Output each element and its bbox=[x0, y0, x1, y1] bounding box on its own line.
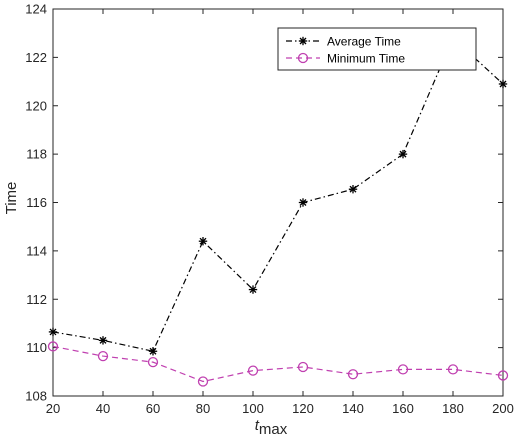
legend: Average Time Minimum Time bbox=[277, 27, 477, 71]
x-tick-label: 180 bbox=[442, 401, 464, 416]
data-point-minimum-time bbox=[147, 356, 159, 368]
legend-label-average-time: Average Time bbox=[327, 35, 401, 49]
x-tick-label: 20 bbox=[46, 401, 60, 416]
y-tick-label: 114 bbox=[26, 243, 47, 258]
data-point-minimum-time bbox=[297, 361, 309, 373]
legend-entry-average-time: Average Time bbox=[286, 35, 401, 49]
data-point-average-time bbox=[298, 198, 308, 207]
legend-box bbox=[277, 27, 477, 71]
series-minimum-time bbox=[47, 341, 509, 387]
x-tick-label: 100 bbox=[242, 401, 264, 416]
y-tick-label: 118 bbox=[26, 147, 47, 162]
axis-ticks: 20 40 60 80 100 120 140 160 180 200 108 110 112 114 11… bbox=[25, 2, 514, 417]
data-point-minimum-time bbox=[97, 350, 109, 362]
data-point-minimum-time bbox=[47, 341, 59, 352]
legend-marker-average-time bbox=[298, 36, 308, 46]
data-point-minimum-time bbox=[397, 364, 409, 375]
x-tick-label: 140 bbox=[342, 401, 364, 416]
y-tick-label: 112 bbox=[26, 292, 47, 307]
y-tick-label: 120 bbox=[25, 98, 47, 113]
y-tick-label: 110 bbox=[26, 340, 47, 355]
x-tick-label: 200 bbox=[492, 401, 514, 416]
series-line-minimum-time bbox=[52, 345, 504, 383]
x-axis-label-main: t bbox=[255, 417, 260, 434]
y-tick-label: 108 bbox=[25, 389, 47, 404]
series-layer bbox=[47, 33, 509, 387]
legend-marker-minimum-time bbox=[297, 52, 309, 64]
data-point-average-time bbox=[248, 285, 258, 294]
series-average-time bbox=[48, 33, 508, 356]
y-tick-label: 124 bbox=[25, 2, 47, 17]
data-point-average-time bbox=[48, 327, 58, 337]
data-point-average-time bbox=[348, 184, 358, 194]
y-axis-label: Time bbox=[3, 182, 20, 215]
x-tick-label: 160 bbox=[392, 401, 414, 416]
legend-entry-minimum-time: Minimum Time bbox=[286, 52, 405, 66]
data-point-minimum-time bbox=[197, 376, 209, 387]
data-point-average-time bbox=[98, 336, 108, 345]
data-point-minimum-time bbox=[447, 364, 459, 375]
legend-label-minimum-time: Minimum Time bbox=[327, 52, 405, 66]
x-tick-label: 80 bbox=[196, 401, 210, 416]
data-point-average-time bbox=[148, 347, 158, 356]
data-point-average-time bbox=[398, 149, 408, 159]
data-point-minimum-time bbox=[247, 365, 259, 376]
x-tick-label: 120 bbox=[292, 401, 314, 416]
y-tick-label: 122 bbox=[25, 50, 47, 65]
x-tick-label: 60 bbox=[146, 401, 160, 416]
series-line-average-time bbox=[52, 37, 504, 352]
x-axis-label-subscript: max bbox=[259, 421, 288, 438]
data-point-minimum-time bbox=[347, 369, 359, 380]
data-point-minimum-time bbox=[497, 370, 509, 381]
data-point-average-time bbox=[198, 237, 208, 246]
x-axis-label: tmax bbox=[255, 417, 288, 438]
plot-area-frame bbox=[52, 8, 504, 397]
x-tick-label: 40 bbox=[96, 401, 110, 416]
data-point-average-time bbox=[498, 79, 508, 89]
y-tick-label: 116 bbox=[26, 195, 47, 210]
